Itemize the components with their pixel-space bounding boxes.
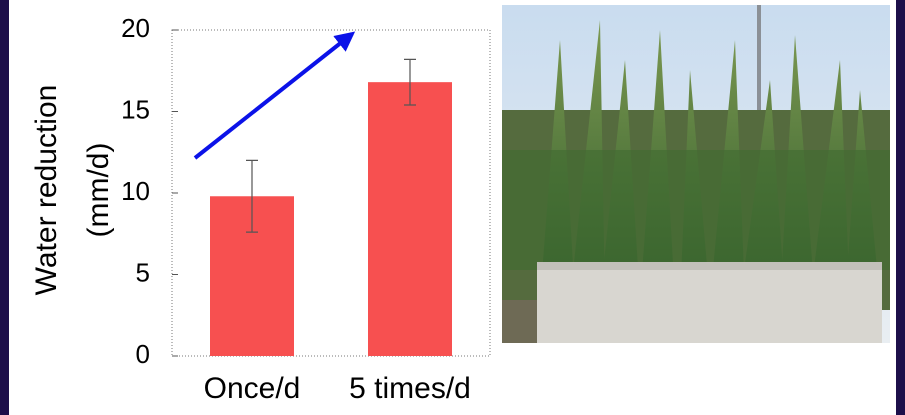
- y-axis-label: Water reduction: [30, 85, 63, 296]
- y-tick-label: 20: [121, 13, 150, 43]
- left-border: [0, 0, 9, 415]
- y-tick-label: 10: [121, 176, 150, 206]
- photo: [502, 5, 890, 343]
- y-tick-label: 5: [136, 257, 150, 287]
- bar: [368, 82, 452, 356]
- trend-arrow: [193, 31, 356, 160]
- x-tick-label: Once/d: [204, 372, 301, 405]
- error-bar: [246, 159, 258, 233]
- x-tick-label: 5 times/d: [349, 372, 471, 405]
- right-border: [896, 0, 905, 415]
- y-axis-label: (mm/d): [82, 143, 115, 238]
- y-tick-label: 0: [136, 339, 150, 369]
- y-tick-label: 15: [121, 94, 150, 124]
- error-bar: [404, 58, 416, 106]
